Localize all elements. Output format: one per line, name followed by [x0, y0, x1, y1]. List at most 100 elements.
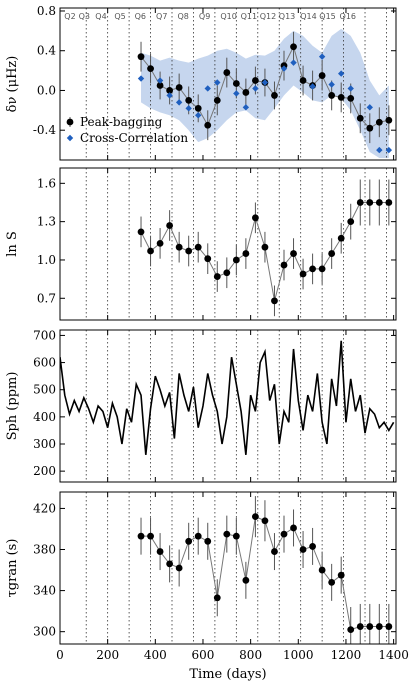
data-point	[242, 89, 250, 96]
data-point	[166, 222, 174, 229]
quarter-label: Q2	[64, 12, 75, 21]
plot-area	[85, 168, 393, 320]
data-point	[290, 524, 297, 532]
panel-1: -0.4 0.0 0.4 0.8 δν (μHz) Q2 Q3 Q4 Q5 Q6 Q7 Q8 Q9 Q10…	[5, 4, 397, 161]
data-point	[356, 114, 364, 122]
data-point	[156, 239, 164, 247]
data-point	[137, 53, 145, 61]
legend-label: Cross-Correlation	[80, 131, 188, 145]
data-point	[347, 626, 355, 634]
y-tick-label: -0.4	[33, 123, 57, 137]
legend-marker	[66, 118, 74, 126]
cc-point	[204, 85, 211, 92]
panel-3: 200 300 400 500 600 700 Sph (ppm)	[5, 328, 397, 483]
plot-area	[85, 8, 393, 160]
y-tick-label: 400	[33, 410, 56, 424]
data-point	[375, 118, 383, 126]
y-axis-label: τgran (s)	[5, 539, 20, 598]
quarter-label: Q10	[220, 12, 236, 21]
cc-point	[328, 81, 335, 88]
quarter-label: Q16	[340, 12, 356, 21]
cc-point	[252, 85, 259, 92]
cc-point	[214, 79, 221, 86]
x-tick-label: 1400	[378, 648, 409, 662]
cc-point	[261, 79, 269, 86]
data-point	[194, 243, 202, 251]
cc-point	[376, 146, 383, 154]
quarter-label: Q15	[319, 12, 335, 21]
data-point	[366, 124, 374, 132]
data-point	[318, 72, 326, 79]
quarter-label: Q14	[300, 12, 316, 21]
cc-point	[385, 146, 393, 154]
data-point	[375, 199, 383, 206]
data-point	[337, 234, 345, 242]
cc-point	[366, 104, 373, 111]
y-tick-label: 0.4	[37, 44, 56, 58]
data-point	[271, 92, 278, 99]
data-point	[385, 623, 393, 630]
data-point	[213, 96, 221, 104]
data-point	[204, 121, 212, 129]
data-point	[318, 566, 326, 574]
x-tick-label: 200	[96, 648, 119, 662]
data-point	[175, 564, 183, 572]
cc-point	[137, 75, 145, 82]
data-point	[299, 270, 307, 278]
quarter-label: Q3	[79, 12, 90, 21]
data-point	[252, 77, 259, 84]
cc-point	[337, 70, 345, 77]
quarter-label: Q11	[241, 12, 257, 21]
quarter-label: Q4	[95, 12, 106, 21]
data-point	[318, 265, 326, 273]
y-tick-label: 0.0	[37, 83, 56, 97]
data-point	[271, 548, 278, 555]
cc-point	[318, 53, 326, 60]
data-point	[175, 84, 183, 91]
x-tick-label: 1000	[283, 648, 314, 662]
cc-point	[347, 85, 354, 92]
cc-point	[233, 90, 240, 97]
data-point	[194, 532, 202, 540]
data-point	[147, 247, 154, 255]
data-point	[385, 199, 393, 206]
data-point	[271, 297, 278, 305]
data-point	[137, 228, 145, 236]
y-tick-label: 200	[33, 464, 56, 478]
data-point	[280, 530, 288, 538]
data-point	[185, 247, 193, 255]
y-tick-label: 300	[33, 437, 56, 451]
data-point	[347, 95, 355, 102]
sph-line	[60, 340, 395, 455]
y-tick-label: 500	[33, 383, 56, 397]
y-tick-label: 300	[33, 625, 56, 639]
cc-point	[185, 105, 192, 112]
data-point	[166, 560, 174, 568]
data-point	[232, 532, 240, 540]
cc-point	[175, 99, 183, 106]
y-tick-label: 420	[33, 501, 56, 515]
data-point	[356, 623, 364, 630]
data-point	[147, 532, 154, 540]
data-point	[242, 576, 250, 584]
data-point	[309, 265, 316, 273]
cc-point	[195, 112, 202, 119]
quarter-label: Q9	[199, 12, 210, 21]
data-point	[252, 214, 259, 222]
cc-point	[156, 77, 164, 84]
data-point	[185, 537, 193, 545]
cc-point	[166, 92, 173, 99]
data-point	[309, 543, 316, 550]
quarter-label: Q13	[279, 12, 295, 21]
data-point	[261, 243, 269, 251]
legend-marker	[66, 134, 74, 142]
quarter-label: Q8	[177, 12, 188, 21]
x-tick-label: 1200	[331, 648, 362, 662]
y-tick-label: 1.3	[37, 215, 56, 229]
y-tick-label: 600	[33, 356, 56, 370]
x-tick-label: 800	[239, 648, 262, 662]
data-point	[328, 578, 336, 586]
data-point	[185, 96, 193, 104]
data-point	[385, 116, 393, 124]
